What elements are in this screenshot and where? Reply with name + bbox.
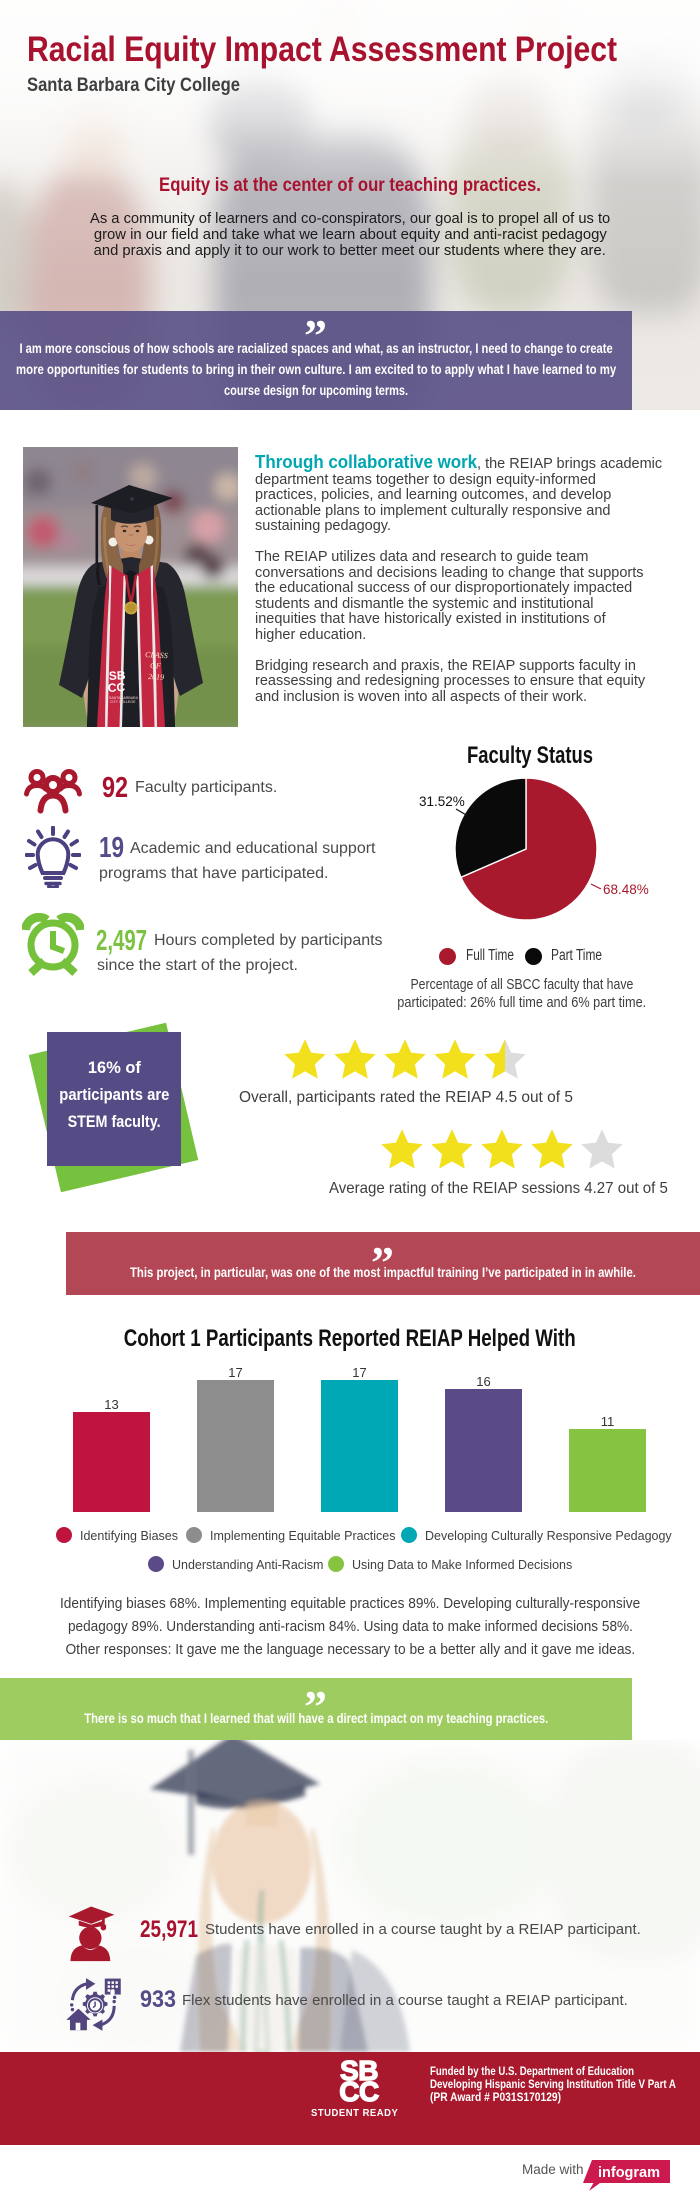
svg-text:CC: CC bbox=[107, 680, 125, 695]
svg-text:CITY COLLEGE: CITY COLLEGE bbox=[110, 700, 136, 704]
svg-text:OF: OF bbox=[150, 661, 161, 671]
svg-text:SB: SB bbox=[108, 668, 126, 683]
svg-text:68.48%: 68.48% bbox=[603, 882, 649, 897]
svg-text:SANTA BARBARA: SANTA BARBARA bbox=[109, 696, 139, 700]
svg-text:31.52%: 31.52% bbox=[419, 794, 465, 809]
svg-text:infogram: infogram bbox=[598, 2165, 660, 2181]
svg-text:2019: 2019 bbox=[148, 672, 164, 682]
svg-text:CLASS: CLASS bbox=[145, 650, 168, 660]
